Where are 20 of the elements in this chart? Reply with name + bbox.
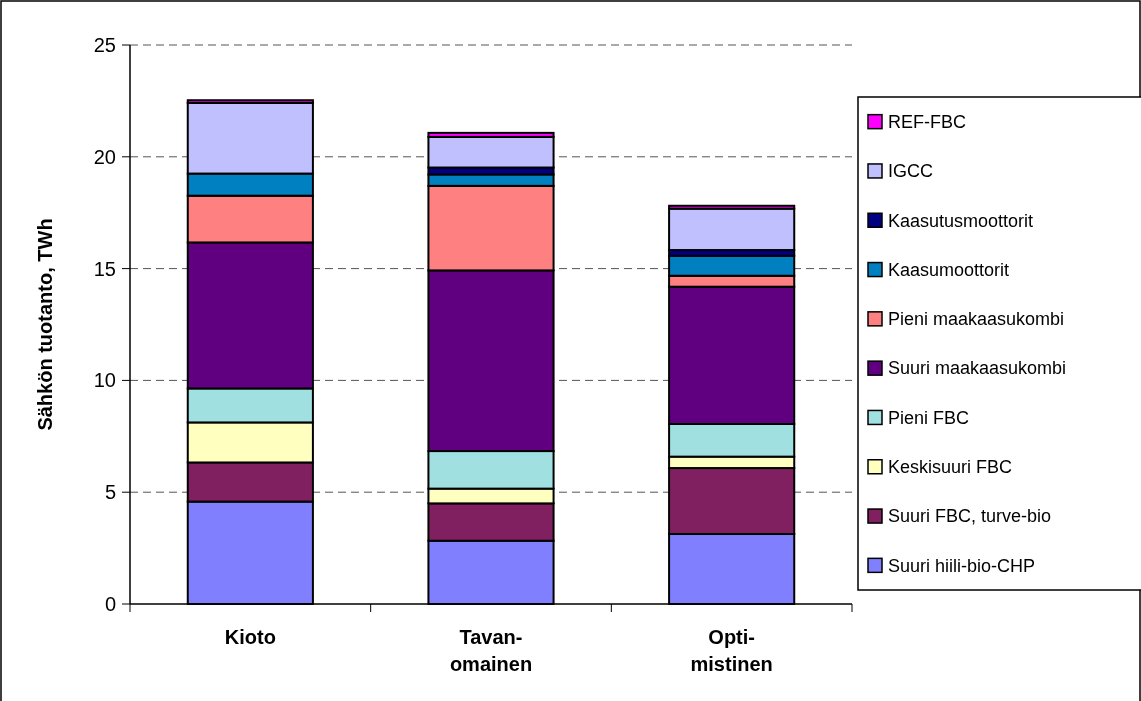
y-tick-label: 15 <box>93 257 116 280</box>
y-axis-title: Sähkön tuotanto, TWh <box>34 218 56 431</box>
legend-label: Pieni FBC <box>888 407 970 428</box>
legend-label: Suuri hiili-bio-CHP <box>888 555 1036 576</box>
legend-label: Keskisuuri FBC <box>888 457 1013 478</box>
y-tick-label: 5 <box>104 481 116 504</box>
x-tick-label: Kioto <box>224 626 276 648</box>
y-tick-label: 20 <box>93 145 116 168</box>
x-tick-label: Opti- mistinen <box>690 626 773 675</box>
legend-label: Kaasutusmoottorit <box>888 210 1034 231</box>
legend-label: Pieni maakaasukombi <box>888 309 1065 330</box>
legend-label: IGCC <box>888 161 933 182</box>
legend-label: Kaasumoottorit <box>888 259 1010 280</box>
y-tick-label: 0 <box>104 593 116 615</box>
legend-label: REF-FBC <box>888 111 966 132</box>
y-tick-label: 25 <box>93 34 116 56</box>
y-tick-label: 10 <box>93 369 116 392</box>
legend-label: Suuri maakaasukombi <box>888 358 1067 379</box>
legend-label: Suuri FBC, turve-bio <box>888 506 1052 527</box>
x-tick-label: Tavan- omainen <box>449 626 533 675</box>
